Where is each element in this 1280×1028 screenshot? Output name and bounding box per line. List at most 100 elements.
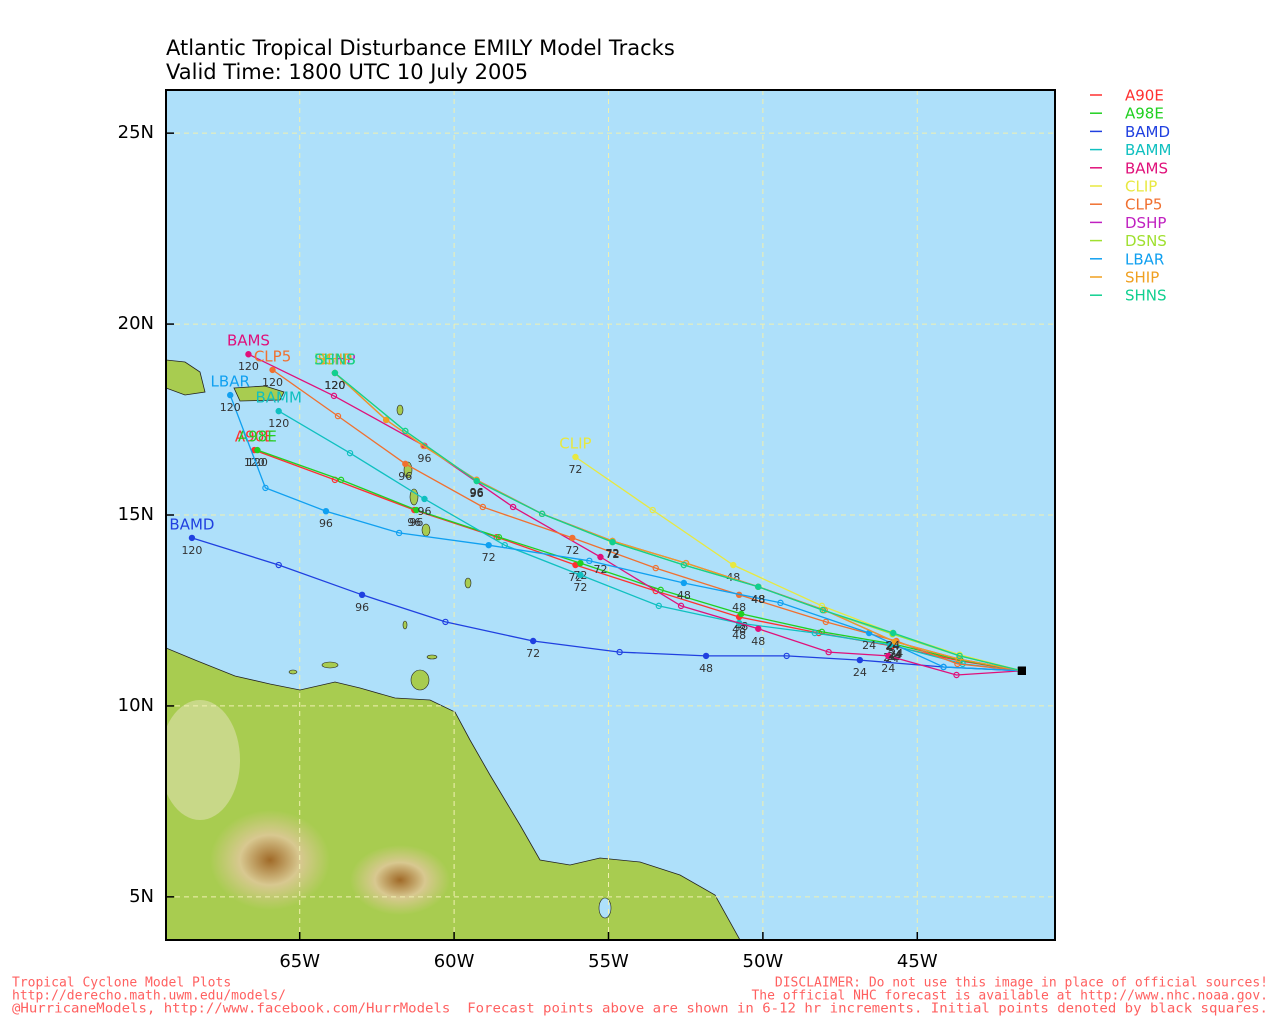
forecast-point [337,476,345,484]
hour-label: 72 [573,581,587,594]
track-name: CLP5 [254,347,291,365]
forecast-point [657,586,664,594]
track-line [272,369,1023,672]
forecast-point [885,652,892,660]
forecast-point [655,602,663,610]
hour-label: 48 [751,593,765,606]
hour-label: 48 [751,593,765,606]
hour-label: 24 [888,648,902,661]
x-tick-label: 55W [588,951,629,972]
track-name: DSHP [314,350,355,368]
hour-label: 24 [887,650,901,663]
forecast-point [755,625,762,632]
hour-label: 24 [862,639,876,652]
hour-label: 72 [606,548,620,561]
island [410,669,430,691]
forecast-point [955,655,962,663]
forecast-point [616,648,623,656]
forecast-point [680,561,688,569]
y-tick-label: 25N [118,122,154,143]
y-tick-label: 10N [118,695,154,716]
forecast-point [956,652,963,660]
hour-label: 48 [732,629,746,642]
lowlands [166,700,240,820]
hour-label: 72 [606,548,620,561]
y-tick-label: 20N [118,313,154,334]
hour-label: 48 [751,593,765,606]
hour-label: 72 [568,463,582,476]
forecast-point [577,559,584,567]
hour-label: 24 [881,662,895,675]
forecast-point [495,533,503,541]
forecast-point [188,534,196,542]
lake [598,897,612,919]
forecast-point [702,652,710,660]
track-line [257,449,1023,672]
island [321,661,339,669]
legend-label: BAMM [1125,141,1171,159]
subtitle: Valid Time: 1800 UTC 10 July 2005 [166,60,528,84]
forecast-point [738,610,745,618]
hour-label: 120 [324,379,345,392]
legend-label: SHNS [1125,287,1167,305]
hour-label: 120 [238,360,259,373]
forecast-point [473,477,480,485]
forecast-point [402,460,409,468]
legend-label: DSHP [1125,214,1166,232]
track-name: BAMD [169,515,214,533]
legend-label: CLP5 [1125,196,1162,214]
forecast-point [485,541,492,549]
forecast-point [382,416,390,424]
forecast-point [569,534,576,542]
forecast-point [597,553,604,561]
forecast-point [577,571,584,579]
forecast-point [421,495,428,503]
island [402,620,408,630]
hour-label: 24 [886,639,900,652]
track-name: CLIP [559,434,591,452]
forecast-point [677,602,685,610]
hour-label: 48 [751,635,765,648]
y-tick-label: 5N [129,886,154,907]
hour-label: 48 [732,623,746,636]
hour-label: 96 [355,601,369,614]
x-tick-label: 50W [743,951,784,972]
forecast-point [227,391,234,399]
forecast-point [730,561,737,569]
forecast-point [953,671,960,679]
forecast-point [609,538,616,546]
hispaniola [166,359,206,396]
hour-label: 96 [470,486,484,499]
forecast-point [777,599,784,607]
hour-label: 72 [526,647,540,660]
forecast-point [819,606,826,614]
track-name: SHIP [318,350,352,368]
x-tick-label: 60W [434,951,475,972]
puerto-rico [233,385,285,402]
track-line [575,456,1023,672]
forecast-point [822,618,830,626]
legend-label: CLIP [1125,178,1157,196]
forecast-point [413,506,420,514]
hour-label: 120 [181,544,202,557]
track-name: BAMM [255,389,301,407]
track-name: DSNS [314,350,356,368]
title: Atlantic Tropical Disturbance EMILY Mode… [166,36,675,60]
footer-left: Tropical Cyclone Model Plots [12,976,231,991]
island [396,404,404,416]
hour-label: 72 [606,547,620,560]
legend-label: SHIP [1125,269,1159,287]
tracks: 24487296120A90E24487296120A98E2448729612… [169,332,1026,679]
forecast-point [322,507,330,515]
hour-label: 120 [268,417,289,430]
forecast-point [586,557,593,565]
hour-label: 96 [417,505,431,518]
forecast-point [825,648,832,656]
forecast-point [783,652,790,660]
hour-label: 120 [324,379,345,392]
hour-label: 120 [324,379,345,392]
forecast-point [940,663,947,671]
forecast-point [529,637,537,645]
forecast-point [275,407,282,415]
hour-label: 96 [409,516,423,529]
